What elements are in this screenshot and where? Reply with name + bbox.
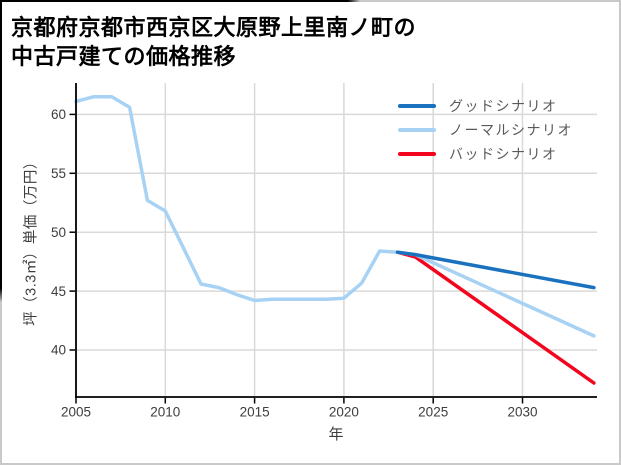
svg-text:55: 55: [51, 166, 66, 181]
svg-text:2020: 2020: [329, 405, 359, 420]
frame-right-edge: [619, 0, 621, 465]
legend-label-good: グッドシナリオ: [449, 98, 558, 114]
svg-text:45: 45: [51, 284, 66, 299]
frame-left-edge: [0, 0, 2, 465]
chart-title: 京都府京都市西京区大原野上里南ノ町の 中古戸建ての価格推移: [11, 13, 416, 71]
x-axis-label: 年: [328, 426, 344, 443]
svg-text:50: 50: [51, 225, 66, 240]
legend-line-good-icon: [398, 104, 436, 108]
y-axis-label: 坪（3.3㎡）単価（万円）: [23, 154, 40, 326]
legend-item-good: グッドシナリオ: [398, 94, 573, 118]
chart-title-line2: 中古戸建ての価格推移: [11, 44, 237, 69]
chart-title-line1: 京都府京都市西京区大原野上里南ノ町の: [11, 15, 417, 40]
legend: グッドシナリオ ノーマルシナリオ バッドシナリオ: [398, 94, 573, 166]
svg-text:2005: 2005: [61, 405, 91, 420]
frame-top-edge: [0, 0, 621, 2]
svg-text:2010: 2010: [150, 405, 180, 420]
legend-line-bad-icon: [398, 152, 436, 156]
legend-line-normal-icon: [398, 128, 436, 132]
legend-item-bad: バッドシナリオ: [398, 142, 573, 166]
svg-text:2025: 2025: [418, 405, 448, 420]
legend-item-normal: ノーマルシナリオ: [398, 118, 573, 142]
svg-text:2015: 2015: [240, 405, 270, 420]
legend-label-bad: バッドシナリオ: [449, 146, 558, 162]
svg-text:40: 40: [51, 343, 66, 358]
svg-text:60: 60: [51, 107, 66, 122]
legend-label-normal: ノーマルシナリオ: [449, 122, 573, 138]
svg-text:2030: 2030: [507, 405, 537, 420]
frame-bottom-edge: [0, 463, 621, 465]
